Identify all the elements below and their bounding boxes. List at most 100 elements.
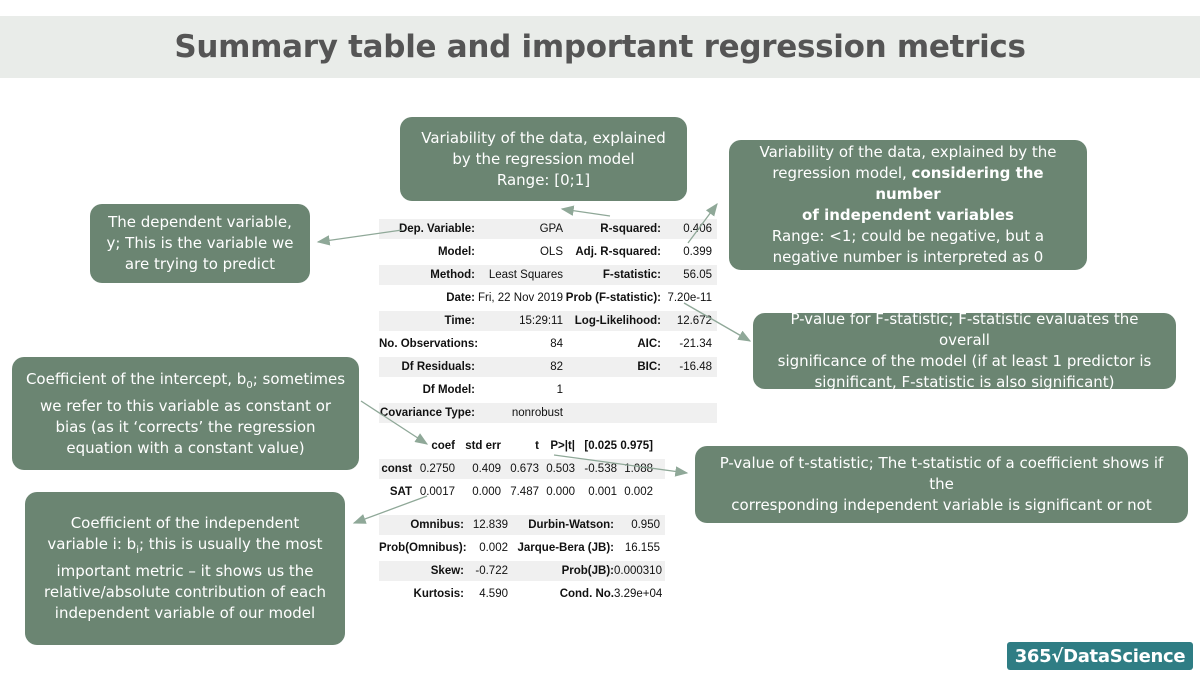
row-value: 3.29e+04 [614,588,663,600]
coef-cell: -0.538 [584,463,617,475]
subscript: 0 [246,379,253,391]
row-label: BIC: [637,361,661,373]
row-value: 4.590 [479,588,508,600]
table-row: Covariance Type: nonrobust [379,403,717,423]
callout-text: ; this is usually the most [138,535,323,553]
row-label: Prob(JB): [561,565,614,577]
callout-text: regression model, [772,164,912,182]
title-bar: Summary table and important regression m… [0,16,1200,78]
table-row: No. Observations: 84 AIC: -21.34 [379,334,717,354]
row-label: Jarque-Bera (JB): [517,542,615,554]
row-label: Dep. Variable: [398,223,475,235]
callout-line: P-value for F-statistic; F-statistic eva… [790,310,1139,349]
row-label: Omnibus: [410,519,464,531]
callout-line: Coefficient of the independent [70,514,300,532]
callout-line: significance of the model (if at least 1… [777,352,1152,370]
table-row: Df Model: 1 [379,380,717,400]
header-p-value: P>|t| [550,440,575,452]
row-value: nonrobust [511,407,563,419]
callout-dependent-variable: The dependent variable, y; This is the v… [90,204,310,283]
coefficient-header-row: coef std err t P>|t| [0.025 0.975] [379,436,665,456]
row-value: 12.839 [472,519,508,531]
callout-line: are trying to predict [124,255,276,273]
coef-cell: 0.002 [624,486,653,498]
row-value: 7.20e-11 [667,292,712,304]
page-title: Summary table and important regression m… [174,29,1026,65]
callout-independent-coefficient: Coefficient of the independent variable … [25,492,345,645]
row-label: Covariance Type: [379,407,475,419]
row-value: 12.672 [676,315,712,327]
table-row: Prob(Omnibus): 0.002 Jarque-Bera (JB): 16.1… [379,538,665,558]
header-ci-lower: [0.025 [584,440,617,452]
row-label: Skew: [430,565,464,577]
callout-text: ; sometimes [252,369,346,388]
row-value: 1 [556,384,563,396]
callout-line: Variability of the data, explained [421,128,666,147]
row-label: F-statistic: [602,269,661,281]
coef-cell: 0.503 [546,463,575,475]
callout-line: The dependent variable, [108,213,292,231]
subscript: i [136,545,139,556]
callout-line: Range: <1; could be negative, but a [771,227,1045,245]
row-value: 16.155 [624,542,660,554]
row-label: AIC: [637,338,661,350]
table-row: Dep. Variable: GPA R-squared: 0.406 [379,219,717,239]
header-ci-upper: 0.975] [620,440,653,452]
callout-intercept-coefficient: Coefficient of the intercept, b0; someti… [12,357,359,470]
row-value: GPA [539,223,563,235]
row-label: Method: [430,269,475,281]
row-value: 56.05 [683,269,712,281]
row-label: R-squared: [600,223,661,235]
header-std-err: std err [465,440,501,452]
table-row: Kurtosis: 4.590 Cond. No. 3.29e+04 [379,584,665,604]
coef-cell: 0.000 [472,486,501,498]
header-coef: coef [431,440,455,452]
row-value: -0.722 [475,565,508,577]
table-row: Omnibus: 12.839 Durbin-Watson: 0.950 [379,515,665,535]
table-row: Df Residuals: 82 BIC: -16.48 [379,357,717,377]
callout-line: independent variable of our model [54,604,316,622]
coef-cell: 1.088 [624,463,653,475]
row-label: Model: [437,246,475,258]
callout-text: variable i: b [47,535,137,553]
row-value: -21.34 [679,338,712,350]
callout-line: Range: [0;1] [496,170,591,189]
header-t: t [535,440,539,452]
row-value: 0.406 [683,223,712,235]
row-label: Df Model: [422,384,475,396]
table-row: Date: Fri, 22 Nov 2019 Prob (F-statistic):… [379,288,717,308]
coef-variable-name: SAT [389,486,412,498]
callout-t-statistic-p-value: P-value of t-statistic; The t-statistic … [695,446,1188,523]
row-value: 15:29:11 [519,315,563,327]
callout-r-squared: Variability of the data, explained by th… [400,117,687,201]
row-value: 82 [550,361,563,373]
table-row: Model: OLS Adj. R-squared: 0.399 [379,242,717,262]
coef-cell: 0.2750 [419,463,455,475]
row-label: No. Observations: [379,338,479,350]
callout-line: relative/absolute contribution of each [44,583,326,601]
row-label: Kurtosis: [413,588,464,600]
coef-cell: 0.001 [588,486,617,498]
row-label: Log-Likelihood: [574,315,661,327]
table-row: Skew: -0.722 Prob(JB): 0.000310 [379,561,665,581]
table-row: const 0.2750 0.409 0.673 0.503 -0.538 1.088 [379,459,665,479]
callout-line: corresponding independent variable is si… [731,496,1152,514]
callout-line: significant, F-statistic is also signifi… [814,373,1115,391]
coef-cell: 0.409 [472,463,501,475]
row-label: Time: [444,315,475,327]
row-value: 0.950 [631,519,660,531]
callout-line: equation with a constant value) [66,438,305,457]
coef-cell: 0.000 [546,486,575,498]
row-value: 0.399 [683,246,712,258]
row-label: Prob(Omnibus): [379,542,467,554]
row-value: OLS [539,246,563,258]
row-value: -16.48 [679,361,712,373]
callout-line: Variability of the data, explained by th… [759,143,1057,161]
coef-cell: 0.673 [510,463,539,475]
callout-bold-text: considering the number [875,164,1044,203]
callout-f-statistic-p-value: P-value for F-statistic; F-statistic eva… [753,310,1176,391]
callout-line: by the regression model [452,149,635,168]
table-row: SAT 0.0017 0.000 7.487 0.000 0.001 0.002 [379,482,665,502]
callout-line: important metric – it shows us the [56,562,314,580]
arrow-r-squared [560,205,611,217]
